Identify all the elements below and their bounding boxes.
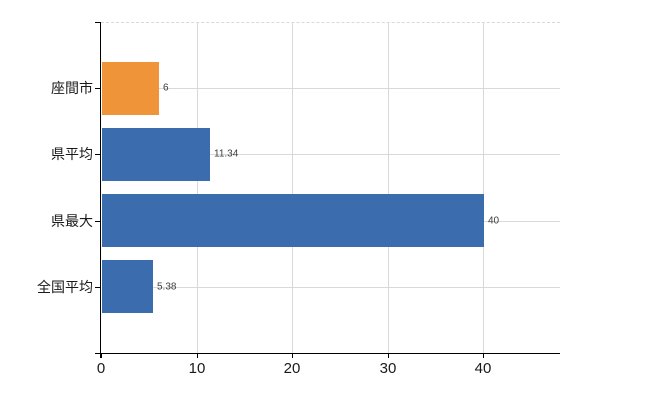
y-axis-tick xyxy=(95,88,101,89)
x-axis-tick xyxy=(388,353,389,358)
bar xyxy=(102,62,159,115)
category-label: 県平均 xyxy=(51,146,93,162)
x-gridline xyxy=(292,23,293,353)
x-axis-tick xyxy=(292,353,293,358)
y-axis-tick xyxy=(95,154,101,155)
category-label: 座間市 xyxy=(51,80,93,96)
x-gridline xyxy=(388,23,389,353)
y-axis-tick xyxy=(95,287,101,288)
category-label: 県最大 xyxy=(51,213,93,229)
bar xyxy=(102,194,484,247)
y-gridline xyxy=(102,287,560,288)
y-gridline xyxy=(102,154,560,155)
x-tick-label: 0 xyxy=(96,360,106,377)
bar xyxy=(102,128,210,181)
x-gridline xyxy=(197,23,198,353)
x-axis-tick xyxy=(197,353,198,358)
x-tick-label: 30 xyxy=(379,360,397,377)
x-gridline xyxy=(483,23,484,353)
bar-value-label: 40 xyxy=(488,215,500,227)
y-axis-tick xyxy=(95,221,101,222)
bar-value-label: 5.38 xyxy=(157,281,177,293)
bar xyxy=(102,260,153,313)
x-tick-label: 40 xyxy=(474,360,492,377)
plot-top-border xyxy=(101,22,560,23)
x-axis-line xyxy=(95,353,560,354)
x-tick-label: 10 xyxy=(188,360,206,377)
bar-value-label: 6 xyxy=(163,82,169,94)
y-axis-top-tick xyxy=(95,22,101,23)
y-gridline xyxy=(102,88,560,89)
x-tick-label: 20 xyxy=(283,360,301,377)
x-axis-tick xyxy=(101,353,102,358)
x-axis-tick xyxy=(483,353,484,358)
category-label: 全国平均 xyxy=(37,279,93,295)
y-axis-line xyxy=(100,22,101,358)
bar-value-label: 11.34 xyxy=(214,148,239,160)
